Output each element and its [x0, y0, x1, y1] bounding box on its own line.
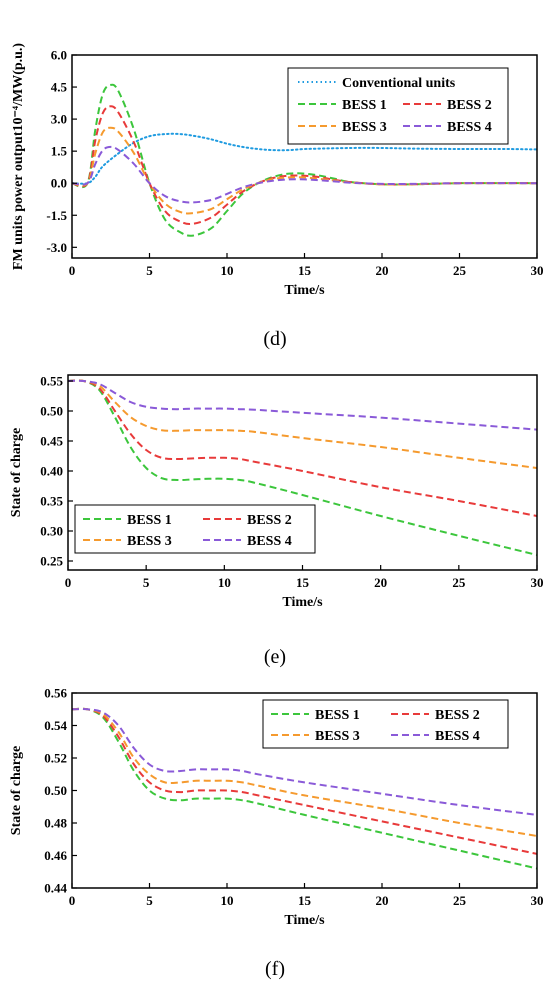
- series-line-bess-3: [68, 379, 537, 469]
- legend-box: [74, 504, 316, 554]
- x-tick-label: 0: [69, 893, 76, 908]
- x-tick-label: 15: [296, 575, 310, 590]
- x-tick-label: 30: [531, 893, 544, 908]
- y-tick-label: 0.44: [44, 881, 67, 896]
- y-tick-label: 1.5: [51, 144, 68, 159]
- legend-label: BESS 4: [447, 120, 492, 135]
- panel-label-f: (f): [265, 958, 285, 980]
- x-tick-label: 15: [298, 263, 312, 278]
- series-line-bess-1: [68, 379, 537, 556]
- legend: BESS 1 BESS 2 BESS 3 BESS 4: [262, 699, 509, 749]
- x-tick-label: 5: [143, 575, 150, 590]
- x-tick-label: 10: [218, 575, 231, 590]
- y-axis-label: FM units power output10⁻⁴/MW(p.u.): [11, 43, 26, 271]
- chart-e: 0 5 10 15 20 25 30 0.55 0.50 0.45 0.40 0.35 0.30 0.25…: [9, 374, 544, 611]
- y-axis-label: State of charge: [9, 428, 24, 517]
- legend-label: BESS 1: [342, 98, 387, 113]
- series-line-bess-4: [72, 708, 537, 816]
- x-tick-label: 10: [221, 263, 234, 278]
- legend-label: BESS 3: [315, 729, 360, 744]
- x-axis-label: Time/s: [284, 283, 325, 298]
- x-tick-label: 5: [146, 263, 153, 278]
- series-group: [72, 707, 537, 870]
- legend-label: BESS 2: [447, 98, 492, 113]
- legend-label: BESS 4: [247, 534, 292, 549]
- series-line-bess-3: [72, 707, 537, 837]
- series-line-bess-1: [72, 83, 537, 237]
- x-tick-label: 10: [221, 893, 234, 908]
- series-line-bess-4: [68, 379, 537, 431]
- legend-box: [287, 67, 509, 145]
- series-line-bess-2: [72, 707, 537, 855]
- legend-label: BESS 2: [247, 513, 292, 528]
- series-line-bess-4: [72, 145, 537, 204]
- legend-label: Conventional units: [342, 76, 456, 91]
- x-tick-label: 30: [531, 263, 544, 278]
- y-tick-label: 0.52: [44, 751, 67, 766]
- y-tick-label: 0.54: [44, 718, 67, 733]
- x-tick-label: 20: [374, 575, 387, 590]
- y-tick-label: 0.30: [40, 524, 63, 539]
- x-tick-label: 30: [531, 575, 544, 590]
- legend: Conventional units BESS 1 BESS 2 BESS 3 BESS…: [287, 67, 509, 145]
- x-tick-label: 0: [69, 263, 76, 278]
- y-tick-label: 3.0: [51, 112, 67, 127]
- y-tick-label: 0.0: [51, 176, 67, 191]
- legend-label: BESS 2: [435, 708, 480, 723]
- x-axis-label: Time/s: [282, 595, 323, 610]
- series-line-bess-2: [72, 105, 537, 226]
- y-tick-label: 4.5: [51, 80, 68, 95]
- x-tick-label: 5: [146, 893, 153, 908]
- y-tick-label: 0.50: [44, 783, 67, 798]
- y-tick-label: 0.48: [44, 816, 67, 831]
- series-group: [72, 83, 537, 237]
- x-tick-label: 25: [453, 893, 467, 908]
- y-tick-label: 0.46: [44, 848, 67, 863]
- series-group: [68, 379, 537, 556]
- panel-label-e: (e): [264, 646, 286, 668]
- y-tick-label: 0.50: [40, 404, 63, 419]
- x-tick-label: 20: [376, 263, 389, 278]
- y-tick-label: 0.40: [40, 464, 63, 479]
- x-tick-label: 0: [65, 575, 72, 590]
- y-tick-label: 0.25: [40, 554, 63, 569]
- y-axis-label: State of charge: [9, 746, 24, 835]
- chart-f: 0 5 10 15 20 25 30 0.56 0.54 0.52 0.50 0.48 0.46 0.44…: [9, 686, 544, 929]
- legend-box: [262, 699, 509, 749]
- y-tick-label: -3.0: [46, 240, 67, 255]
- legend-label: BESS 3: [127, 534, 172, 549]
- series-line-bess-2: [68, 379, 537, 517]
- series-line-conventional-units: [72, 132, 537, 185]
- legend-label: BESS 1: [315, 708, 360, 723]
- y-tick-label: 0.56: [44, 686, 67, 701]
- y-tick-label: 0.55: [40, 374, 63, 389]
- legend-label: BESS 1: [127, 513, 172, 528]
- x-axis-label: Time/s: [284, 913, 325, 928]
- x-tick-label: 25: [452, 575, 466, 590]
- legend-label: BESS 4: [435, 729, 480, 744]
- legend-label: BESS 3: [342, 120, 387, 135]
- panel-label-d: (d): [263, 328, 286, 350]
- y-tick-label: -1.5: [46, 208, 67, 223]
- chart-d: 0 5 10 15 20 25 30 6.0 4.5 3.0 1.5 0.0 -1.5 -3.0 Time/…: [11, 43, 544, 298]
- series-line-bess-1: [72, 707, 537, 870]
- series-line-bess-3: [72, 126, 537, 215]
- y-tick-label: 0.45: [40, 434, 63, 449]
- y-tick-label: 6.0: [51, 48, 67, 63]
- x-tick-label: 15: [298, 893, 312, 908]
- legend: BESS 1 BESS 2 BESS 3 BESS 4: [74, 504, 316, 554]
- y-tick-label: 0.35: [40, 494, 63, 509]
- x-tick-label: 20: [376, 893, 389, 908]
- x-tick-label: 25: [453, 263, 467, 278]
